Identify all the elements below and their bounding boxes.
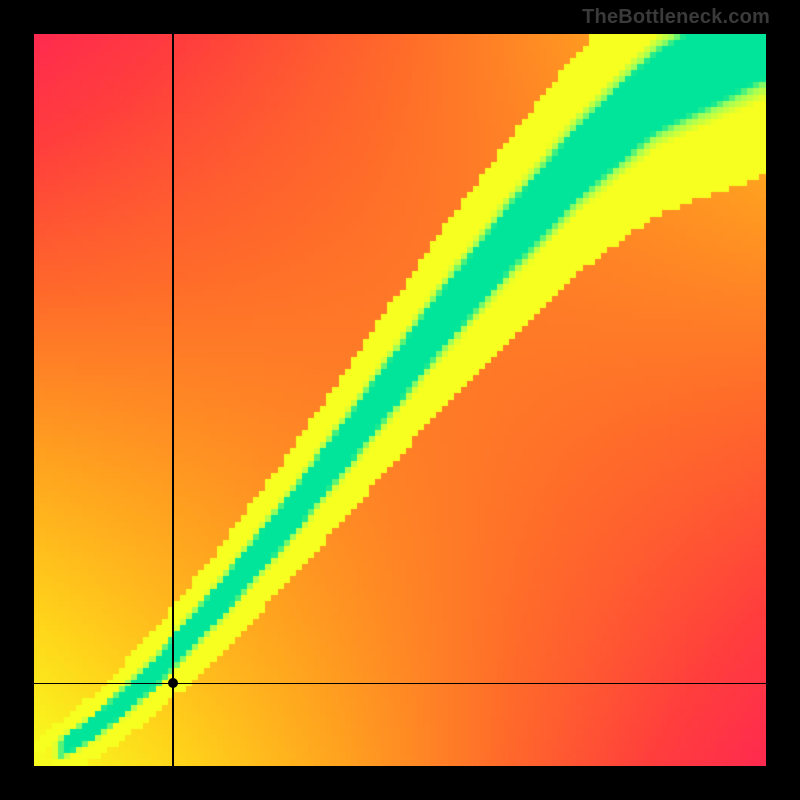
heatmap-canvas (34, 34, 766, 766)
crosshair-marker-dot (168, 678, 178, 688)
crosshair-vertical (172, 34, 174, 766)
plot-area (34, 34, 766, 766)
plot-frame (30, 30, 770, 770)
crosshair-horizontal (34, 683, 766, 685)
watermark-text: TheBottleneck.com (582, 6, 770, 29)
